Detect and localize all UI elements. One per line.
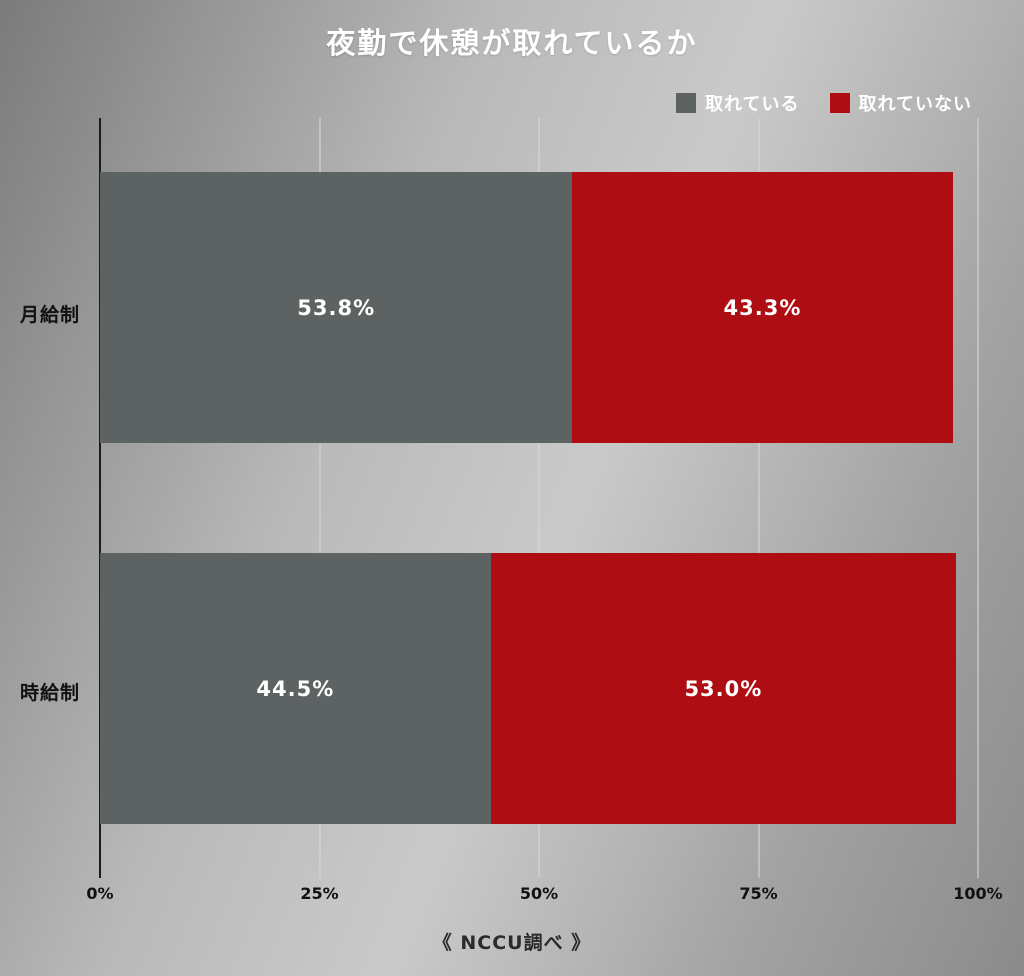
x-tick-75: 75%: [739, 884, 778, 903]
x-tick-25: 25%: [300, 884, 339, 903]
legend-label: 取れている: [705, 94, 800, 115]
plot-area: 53.8% 43.3% 44.5% 53.0%: [99, 118, 979, 878]
bar-value-label: 44.5%: [256, 676, 335, 701]
gridline-75: [757, 118, 760, 878]
bar-segment-red: 43.3%: [572, 172, 953, 443]
chart-title: 夜勤で休憩が取れているか: [326, 26, 698, 60]
bar-segment-red: 53.0%: [490, 553, 957, 824]
legend-swatch-gray: [676, 93, 697, 113]
category-label-hourly-wage: 時給制: [19, 682, 80, 704]
bar-value-label: 53.8%: [297, 295, 376, 320]
gridline-100: [977, 118, 979, 878]
bar-value-label: 53.0%: [684, 676, 763, 701]
legend-label: 取れていない: [858, 94, 972, 115]
bar-value-label: 43.3%: [723, 295, 802, 320]
legend-item-torete-iru: 取れている: [676, 90, 799, 116]
gridline-25: [318, 118, 321, 878]
y-axis-line: [99, 118, 101, 878]
category-label-monthly-salary: 月給制: [19, 304, 80, 326]
bar-row-monthly-salary: 53.8% 43.3%: [100, 172, 978, 443]
bar-segment-gray: 44.5%: [100, 553, 491, 824]
x-tick-100: 100%: [953, 884, 1003, 903]
legend-swatch-red: [829, 93, 850, 113]
legend-item-torete-inai: 取れていない: [829, 90, 972, 116]
x-axis: 0% 25% 50% 75% 100%: [86, 884, 1002, 908]
source-note: 《 NCCU調べ 》: [432, 932, 592, 954]
bar-row-hourly-wage: 44.5% 53.0%: [100, 553, 978, 824]
x-tick-50: 50%: [519, 884, 559, 903]
x-tick-0: 0%: [86, 884, 114, 903]
bar-segment-gray: 53.8%: [100, 172, 573, 443]
legend: 取れている 取れていない: [676, 90, 972, 116]
gridline-50: [538, 118, 540, 878]
